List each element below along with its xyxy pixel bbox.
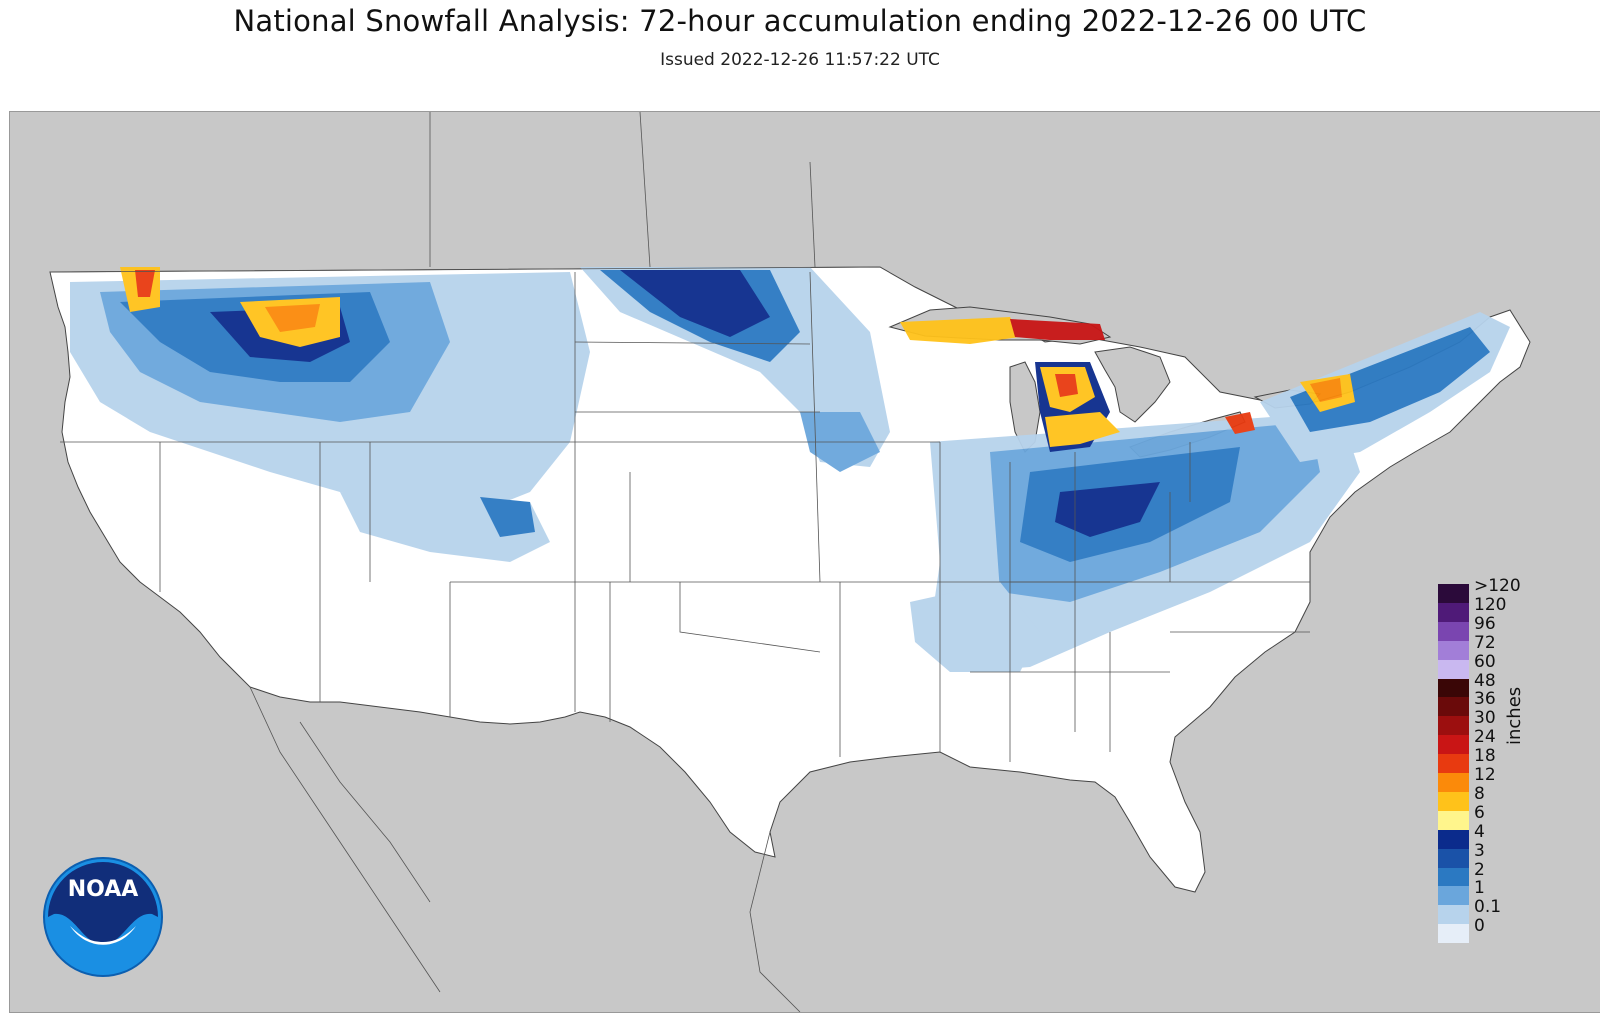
legend-swatch: [1438, 829, 1469, 849]
legend-label: 48: [1474, 670, 1496, 691]
legend-swatch: [1438, 735, 1469, 755]
legend-label: 3: [1474, 840, 1485, 861]
legend-label: 60: [1474, 651, 1496, 672]
map-subtitle: Issued 2022-12-26 11:57:22 UTC: [660, 50, 940, 70]
legend-label: 36: [1474, 689, 1496, 710]
legend-label: 1: [1474, 878, 1485, 899]
legend-swatch: [1438, 659, 1469, 679]
snowfall-shading: [70, 267, 1510, 672]
legend-label: 6: [1474, 802, 1485, 823]
legend-swatch: [1438, 754, 1469, 774]
legend-label: 8: [1474, 783, 1485, 804]
legend-label: 0.1: [1474, 897, 1502, 918]
legend-label: 96: [1474, 613, 1496, 634]
noaa-logo-text: NOAA: [68, 877, 139, 902]
legend-label: 4: [1474, 821, 1485, 842]
legend-label: 2: [1474, 859, 1485, 880]
legend-swatch: [1438, 697, 1469, 717]
legend-swatch: [1438, 886, 1469, 906]
legend-units: inches: [1504, 686, 1525, 745]
legend-label: >120: [1474, 576, 1521, 596]
legend-label: 72: [1474, 632, 1496, 653]
legend-label: 0: [1474, 916, 1485, 937]
legend-swatch: [1438, 848, 1469, 868]
map-title: National Snowfall Analysis: 72-hour accu…: [233, 4, 1367, 38]
state-borders: [49, 112, 1310, 762]
legend-label: 24: [1474, 727, 1496, 748]
legend-label: 12: [1474, 765, 1496, 785]
noaa-logo: NOAA: [43, 857, 163, 977]
legend-swatch: [1438, 678, 1469, 698]
legend-swatch: [1438, 584, 1469, 603]
legend-label: 30: [1474, 708, 1496, 729]
legend-label: 120: [1474, 594, 1507, 615]
legend-swatch: [1438, 716, 1469, 736]
legend-swatch: [1438, 867, 1469, 887]
map-canvas: [10, 112, 1600, 1012]
legend-swatch: [1438, 773, 1469, 792]
legend-swatch: [1438, 621, 1469, 641]
lake-huron: [1094, 346, 1171, 423]
legend-swatch: [1438, 924, 1469, 944]
legend-label: 18: [1474, 746, 1496, 767]
legend-swatch: [1438, 640, 1469, 660]
mexico-coastline: [249, 686, 801, 1012]
legend-swatch: [1438, 602, 1469, 622]
legend: >120 120 96 72 60 48 36 30 24 18 12 8 6 4 3 2 1 0.1 0: [1438, 578, 1578, 949]
snowfall-map: [9, 111, 1600, 1013]
legend-swatch: [1438, 905, 1469, 925]
legend-swatch: [1438, 791, 1469, 811]
legend-swatch: [1438, 810, 1469, 830]
